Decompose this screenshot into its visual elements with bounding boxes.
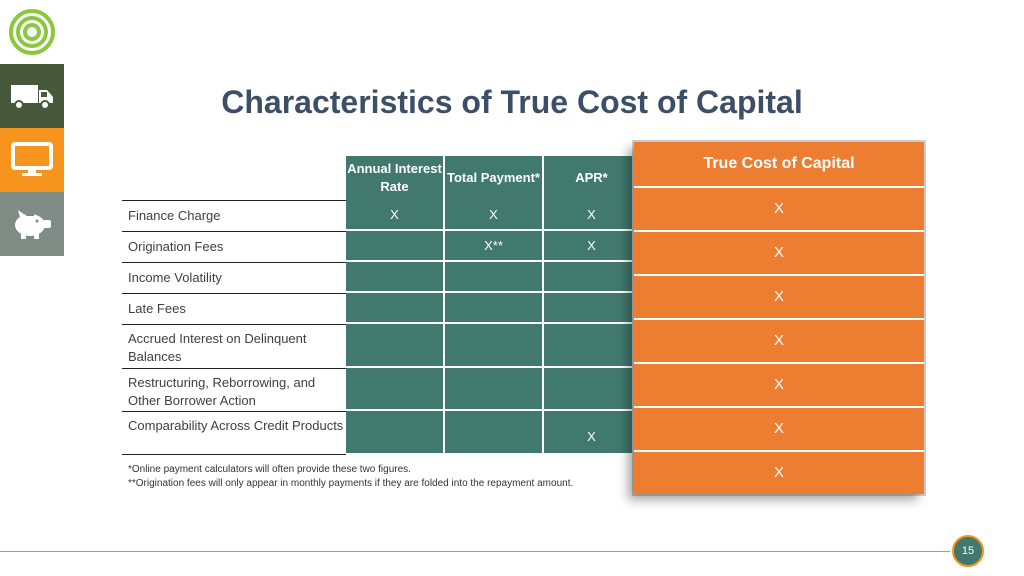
footnote-2: **Origination fees will only appear in m… bbox=[128, 478, 574, 489]
cell-finance-charge-annual-rate: X bbox=[346, 200, 445, 231]
true-cost-cell-income-volatility: X bbox=[634, 274, 924, 318]
truck-icon bbox=[11, 85, 53, 110]
row-label-origination-fees: Origination Fees bbox=[122, 231, 346, 262]
true-cost-cell-comparability: X bbox=[634, 450, 924, 494]
cell-late-fees-apr bbox=[544, 293, 641, 324]
page-number: 15 bbox=[952, 535, 984, 567]
true-cost-cell-accrued-interest: X bbox=[634, 362, 924, 406]
logo-icon bbox=[8, 8, 56, 56]
cell-origination-total-payment: X** bbox=[445, 231, 544, 262]
row-label-restructuring: Restructuring, Reborrowing, and Other Bo… bbox=[122, 368, 346, 411]
cell-finance-charge-apr: X bbox=[544, 200, 641, 231]
row-label-income-volatility: Income Volatility bbox=[122, 262, 346, 293]
cell-income-volatility-annual-rate bbox=[346, 262, 445, 293]
column-header-annual-interest-rate: Annual Interest Rate bbox=[346, 156, 445, 200]
cell-accrued-interest-annual-rate bbox=[346, 324, 445, 368]
cell-accrued-interest-total-payment bbox=[445, 324, 544, 368]
true-cost-cell-restructuring: X bbox=[634, 406, 924, 450]
cell-finance-charge-total-payment: X bbox=[445, 200, 544, 231]
row-label-comparability: Comparability Across Credit Products bbox=[122, 411, 346, 455]
cell-comparability-apr: X bbox=[544, 411, 641, 455]
cell-late-fees-total-payment bbox=[445, 293, 544, 324]
footer-divider bbox=[0, 551, 950, 552]
cell-restructuring-total-payment bbox=[445, 368, 544, 411]
row-label-finance-charge: Finance Charge bbox=[122, 200, 346, 231]
column-header-apr: APR* bbox=[544, 156, 641, 200]
cell-late-fees-annual-rate bbox=[346, 293, 445, 324]
true-cost-cell-late-fees: X bbox=[634, 318, 924, 362]
row-label-accrued-interest: Accrued Interest on Delinquent Balances bbox=[122, 324, 346, 368]
cell-restructuring-annual-rate bbox=[346, 368, 445, 411]
true-cost-cell-finance-charge: X bbox=[634, 186, 924, 230]
page-title: Characteristics of True Cost of Capital bbox=[221, 84, 803, 120]
piggy-bank-icon bbox=[15, 210, 51, 239]
cell-accrued-interest-apr bbox=[544, 324, 641, 368]
true-cost-header: True Cost of Capital bbox=[703, 155, 855, 172]
cell-income-volatility-apr bbox=[544, 262, 641, 293]
footnote-1: *Online payment calculators will often p… bbox=[128, 464, 411, 475]
cell-restructuring-apr bbox=[544, 368, 641, 411]
cell-origination-annual-rate bbox=[346, 231, 445, 262]
cell-origination-apr: X bbox=[544, 231, 641, 262]
nav-tile-monitor[interactable] bbox=[0, 128, 64, 192]
row-label-late-fees: Late Fees bbox=[122, 293, 346, 324]
true-cost-cell-origination-fees: X bbox=[634, 230, 924, 274]
nav-tile-piggy[interactable] bbox=[0, 192, 64, 256]
cell-income-volatility-total-payment bbox=[445, 262, 544, 293]
cell-comparability-annual-rate bbox=[346, 411, 445, 455]
cell-comparability-total-payment bbox=[445, 411, 544, 455]
nav-tile-truck[interactable] bbox=[0, 64, 64, 128]
column-header-total-payment: Total Payment* bbox=[445, 156, 544, 200]
monitor-icon bbox=[11, 142, 53, 176]
